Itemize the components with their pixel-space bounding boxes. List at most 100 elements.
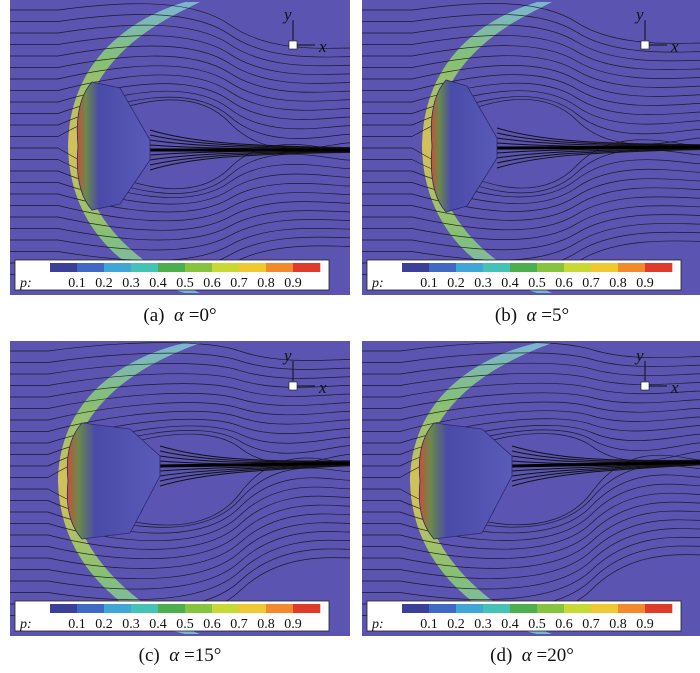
colorbar-swatch <box>239 263 267 272</box>
colorbar-swatch <box>293 604 321 613</box>
caption-symbol: α <box>174 305 184 326</box>
caption-label: (d) <box>490 645 513 666</box>
x-axis-label: x <box>670 37 679 56</box>
colorbar-swatch <box>537 604 565 613</box>
colorbar-tick: 0.1 <box>420 617 438 632</box>
colorbar-swatch <box>293 263 321 272</box>
colorbar-variable: p: <box>19 276 32 291</box>
colorbar-swatch <box>591 604 619 613</box>
axes-indicator: yx <box>634 5 679 56</box>
colorbar-tick: 0.1 <box>68 617 86 632</box>
colorbar-tick: 0.5 <box>528 617 546 632</box>
capsule-body <box>418 422 513 540</box>
x-axis-label: x <box>318 37 327 56</box>
caption-symbol: α <box>169 645 180 666</box>
caption-b: (b) α =5° <box>362 305 700 327</box>
wake-centerline <box>159 461 350 468</box>
colorbar-tick: 0.6 <box>203 276 221 291</box>
colorbar-swatch <box>510 604 538 613</box>
colorbar-swatch <box>185 263 213 272</box>
colorbar-swatch <box>239 604 267 613</box>
colorbar-tick: 0.6 <box>555 617 573 632</box>
y-axis-label: y <box>634 346 644 365</box>
colorbar-variable: p: <box>19 617 32 632</box>
colorbar-swatch <box>564 604 592 613</box>
colorbar-swatch <box>591 263 619 272</box>
colorbar-swatch <box>402 263 430 272</box>
colorbar-tick: 0.3 <box>122 617 140 632</box>
flow-field: yxp: 0.1 0.2 0.3 0.4 0.5 0.6 0.7 0.8 0.9 <box>362 0 700 295</box>
colorbar-swatch <box>645 604 673 613</box>
colorbar-tick: 0.4 <box>149 276 167 291</box>
colorbar-variable: p: <box>371 276 384 291</box>
colorbar-swatch <box>104 263 132 272</box>
x-axis-label: x <box>318 378 327 397</box>
colorbar-tick: 0.2 <box>95 276 113 291</box>
capsule-body <box>66 422 161 540</box>
caption-label: (c) <box>138 645 160 666</box>
colorbar-tick: 0.1 <box>68 276 86 291</box>
colorbar-swatch <box>266 604 294 613</box>
colorbar-tick: 0.5 <box>176 617 194 632</box>
colorbar-tick: 0.5 <box>528 276 546 291</box>
colorbar-tick: 0.7 <box>230 617 248 632</box>
flow-field: yxp: 0.1 0.2 0.3 0.4 0.5 0.6 0.7 0.8 0.9 <box>10 0 350 295</box>
y-axis-label: y <box>634 5 644 24</box>
colorbar-swatch <box>618 604 646 613</box>
colorbar-swatch <box>564 263 592 272</box>
colorbar-swatch <box>212 263 240 272</box>
colorbar-tick: 0.4 <box>501 617 519 632</box>
axes-indicator: yx <box>634 346 679 397</box>
colorbar-tick: 0.8 <box>257 276 275 291</box>
colorbar-swatch <box>510 263 538 272</box>
colorbar-tick: 0.3 <box>474 617 492 632</box>
colorbar-swatch <box>483 604 511 613</box>
colorbar-swatch <box>185 604 213 613</box>
colorbar-tick: 0.4 <box>149 617 167 632</box>
capsule-body <box>76 81 151 211</box>
capsule-body <box>430 79 498 213</box>
colorbar-swatch <box>429 263 457 272</box>
colorbar-tick: 0.9 <box>284 276 302 291</box>
colorbar-swatch <box>50 604 78 613</box>
caption-value: =0° <box>188 305 217 326</box>
colorbar-tick: 0.7 <box>230 276 248 291</box>
caption-d: (d) α =20° <box>362 645 700 667</box>
flow-field: yx p: 0.1 0.2 0.3 0.4 0.5 0.6 0.7 0.8 0.9 <box>10 341 350 636</box>
colorbar-tick: 0.8 <box>257 617 275 632</box>
colorbar-swatch <box>483 263 511 272</box>
axes-indicator: yx <box>282 346 327 397</box>
colorbar: p: 0.1 0.2 0.3 0.4 0.5 0.6 0.7 0.8 0.9 <box>366 600 682 632</box>
y-axis-label: y <box>282 5 292 24</box>
colorbar: p: 0.1 0.2 0.3 0.4 0.5 0.6 0.7 0.8 0.9 <box>14 259 330 291</box>
x-axis-label: x <box>670 378 679 397</box>
colorbar-tick: 0.9 <box>284 617 302 632</box>
colorbar-swatch <box>645 263 673 272</box>
bow-shock <box>68 2 200 293</box>
colorbar-tick: 0.5 <box>176 276 194 291</box>
colorbar-tick: 0.9 <box>636 617 654 632</box>
colorbar-swatch <box>212 604 240 613</box>
colorbar-tick: 0.2 <box>95 617 113 632</box>
colorbar-tick: 0.3 <box>122 276 140 291</box>
colorbar-tick: 0.4 <box>501 276 519 291</box>
bow-shock <box>58 343 200 634</box>
colorbar: p: 0.1 0.2 0.3 0.4 0.5 0.6 0.7 0.8 0.9 <box>14 600 330 632</box>
caption-a: (a) α =0° <box>10 305 350 327</box>
flow-field: yxp: 0.1 0.2 0.3 0.4 0.5 0.6 0.7 0.8 0.9 <box>362 341 700 636</box>
colorbar-tick: 0.6 <box>555 276 573 291</box>
colorbar-tick: 0.1 <box>420 276 438 291</box>
wake-centerline <box>511 460 700 468</box>
caption-value: =5° <box>541 305 570 326</box>
colorbar-tick: 0.2 <box>447 617 465 632</box>
colorbar-swatch <box>77 604 105 613</box>
colorbar-swatch <box>429 604 457 613</box>
flow-panel-d: y x p: 0.1 0.2 0.3 0.4 0.5 0.6 0.7 0.8 0.9 <box>362 341 700 636</box>
bow-shock <box>422 2 552 293</box>
colorbar-tick: 0.8 <box>609 276 627 291</box>
flow-panel-a: y x p: 0.1 0.2 0.3 0.4 0.5 0.6 0.7 0.8 0.9 <box>10 0 350 295</box>
axes-indicator: yx <box>282 5 327 56</box>
caption-symbol: α <box>526 305 537 326</box>
colorbar-tick: 0.6 <box>203 617 221 632</box>
colorbar-swatch <box>131 263 159 272</box>
